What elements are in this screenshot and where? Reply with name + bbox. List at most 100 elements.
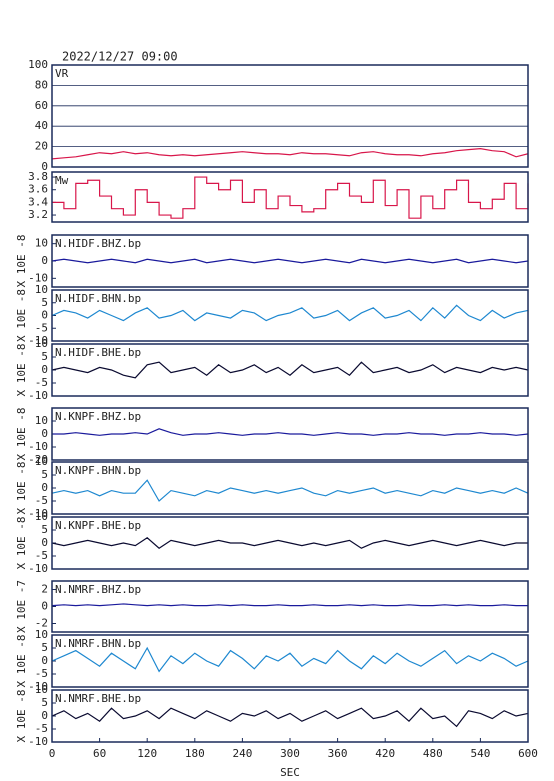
y-tick-label: -2 <box>35 617 48 630</box>
y-tick-label: -10 <box>28 680 48 693</box>
panel-label: N.HIDF.BHN.bp <box>55 292 141 305</box>
panel-label: VR <box>55 67 69 80</box>
panel-frame <box>51 580 529 633</box>
y-tick-label: 0 <box>41 536 48 549</box>
y-tick-label: 2 <box>41 583 48 596</box>
y-tick-label: -5 <box>35 722 48 735</box>
y-tick-label: -10 <box>28 735 48 748</box>
y-tick-label: 10 <box>35 455 48 468</box>
x-tick-label: 180 <box>185 747 205 760</box>
y-tick-label: 60 <box>35 99 48 112</box>
y-axis-label: X 10E -8 <box>15 517 28 570</box>
panel-frame <box>51 516 529 570</box>
trace <box>51 479 529 502</box>
y-axis-label: X 10E -8 <box>15 235 28 288</box>
y-tick-label: 10 <box>35 414 48 427</box>
y-axis-label: X 10E -8 <box>15 635 28 688</box>
panel-label: N.KNPF.BHE.bp <box>55 519 141 532</box>
trace <box>51 304 529 322</box>
panel-frame <box>51 64 529 168</box>
trace <box>52 176 529 219</box>
panel-frame <box>51 461 529 515</box>
y-tick-label: 10 <box>35 628 48 641</box>
panel-label: N.NMRF.BHN.bp <box>55 637 141 650</box>
x-tick-label: 300 <box>280 747 300 760</box>
y-tick-label: -10 <box>28 562 48 575</box>
y-axis-label: X 10E -8 <box>15 408 28 461</box>
y-axis-label: X 10E -8 <box>15 289 28 342</box>
trace <box>52 428 529 436</box>
panel-frame <box>51 234 529 288</box>
panel-label: N.HIDF.BHZ.bp <box>55 237 141 250</box>
y-tick-label: 10 <box>35 337 48 350</box>
y-tick-label: 5 <box>41 468 48 481</box>
x-tick-label: 0 <box>49 747 56 760</box>
panel-label: N.HIDF.BHE.bp <box>55 346 141 359</box>
y-tick-label: 0 <box>41 709 48 722</box>
panel-frame <box>51 289 529 342</box>
y-tick-label: 40 <box>35 119 48 132</box>
y-tick-label: 3.2 <box>28 208 48 221</box>
panel-label: N.KNPF.BHZ.bp <box>55 410 141 423</box>
y-axis-label: X 10E -7 <box>15 580 28 633</box>
trace <box>51 707 529 728</box>
x-tick-label: 540 <box>470 747 490 760</box>
y-tick-label: -5 <box>35 321 48 334</box>
y-tick-label: -10 <box>28 271 48 284</box>
x-tick-label: 60 <box>93 747 106 760</box>
y-tick-label: -10 <box>28 507 48 520</box>
y-tick-label: 0 <box>41 363 48 376</box>
panel-label: N.NMRF.BHZ.bp <box>55 583 141 596</box>
y-tick-label: 3.6 <box>28 183 48 196</box>
y-tick-label: -5 <box>35 376 48 389</box>
trace <box>51 148 529 160</box>
y-axis-label: X 10E -8 <box>15 462 28 515</box>
y-tick-label: 100 <box>28 58 48 71</box>
y-tick-label: 0 <box>41 427 48 440</box>
y-tick-label: 3.8 <box>28 170 48 183</box>
trace <box>51 646 529 673</box>
y-tick-label: 80 <box>35 78 48 91</box>
y-tick-label: 10 <box>35 510 48 523</box>
y-tick-label: 3.4 <box>28 195 48 208</box>
y-tick-label: -5 <box>35 494 48 507</box>
y-tick-label: 10 <box>35 237 48 250</box>
x-tick-label: 480 <box>423 747 443 760</box>
trace <box>51 537 528 549</box>
y-tick-label: 5 <box>41 296 48 309</box>
y-tick-label: 10 <box>35 683 48 696</box>
y-tick-label: 20 <box>35 140 48 153</box>
y-tick-label: 5 <box>41 641 48 654</box>
y-tick-label: -5 <box>35 667 48 680</box>
x-tick-label: 120 <box>137 747 157 760</box>
y-tick-label: -10 <box>28 389 48 402</box>
y-tick-label: 0 <box>41 481 48 494</box>
panel-frame <box>51 634 529 688</box>
panel-frame <box>51 343 529 397</box>
panel-label: N.KNPF.BHN.bp <box>55 464 141 477</box>
y-tick-label: 0 <box>41 654 48 667</box>
x-tick-label: 420 <box>375 747 395 760</box>
panel-frame <box>51 407 529 461</box>
panel-label: N.NMRF.BHE.bp <box>55 692 141 705</box>
y-tick-label: 5 <box>41 350 48 363</box>
chart-title: 2022/12/27 09:00 <box>62 50 178 64</box>
x-tick-label: 600 <box>518 747 538 760</box>
y-tick-label: 5 <box>41 696 48 709</box>
y-tick-label: 0 <box>41 254 48 267</box>
y-tick-label: 5 <box>41 523 48 536</box>
y-axis-label: X 10E -8 <box>15 344 28 397</box>
y-tick-label: 0 <box>41 309 48 322</box>
trace <box>51 603 528 607</box>
y-tick-label: 0 <box>41 160 48 173</box>
y-tick-label: 10 <box>35 283 48 296</box>
panel-frame <box>51 171 529 223</box>
trace <box>51 361 529 379</box>
trace <box>51 258 529 264</box>
y-tick-label: -20 <box>28 453 48 466</box>
x-tick-label: 360 <box>328 747 348 760</box>
y-tick-label: -5 <box>35 549 48 562</box>
y-tick-label: 0 <box>41 600 48 613</box>
y-axis-label: X 10E -8 <box>15 690 28 743</box>
